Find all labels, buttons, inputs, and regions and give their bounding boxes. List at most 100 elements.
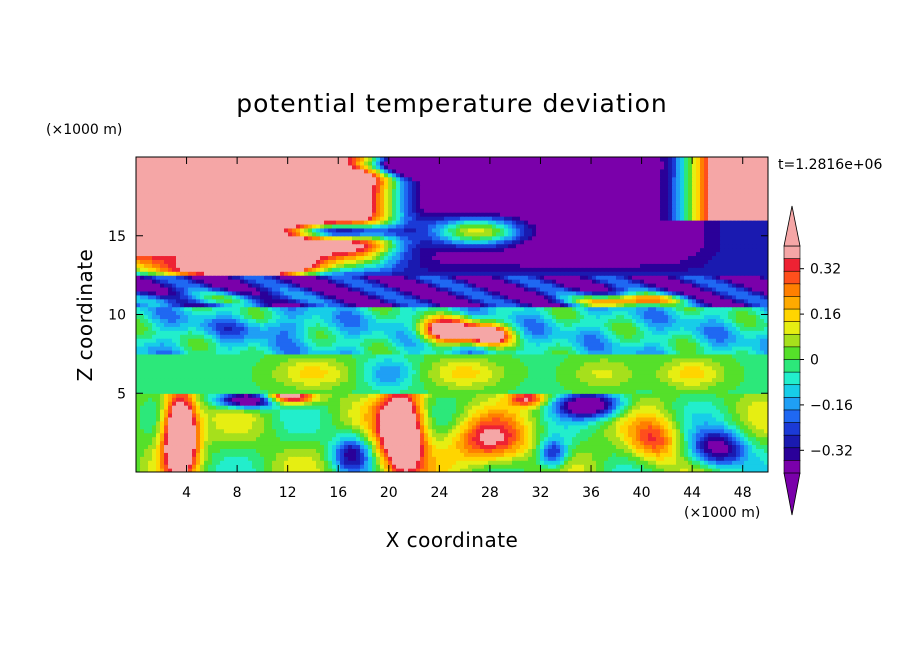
heatmap-cell	[172, 436, 177, 442]
heatmap-cell	[276, 353, 281, 359]
heatmap-cell	[184, 361, 189, 367]
heatmap-cell	[276, 412, 281, 418]
heatmap-cell	[352, 377, 357, 383]
heatmap-cell	[220, 432, 225, 438]
heatmap-cell	[688, 420, 693, 426]
heatmap-cell	[532, 369, 537, 375]
heatmap-cell	[688, 416, 693, 422]
heatmap-cell	[148, 428, 153, 434]
heatmap-cell	[512, 369, 517, 375]
heatmap-cell	[156, 440, 161, 446]
heatmap-cell	[236, 373, 241, 379]
heatmap-cell	[516, 401, 521, 406]
heatmap-cell	[660, 373, 665, 379]
heatmap-cell	[224, 456, 229, 461]
heatmap-cell	[384, 389, 389, 394]
heatmap-cell	[700, 428, 705, 434]
heatmap-cell	[308, 464, 313, 469]
heatmap-cell	[684, 377, 689, 383]
heatmap-cell	[404, 389, 409, 394]
heatmap-cell	[444, 397, 449, 402]
heatmap-cell	[604, 412, 609, 418]
heatmap-cell	[236, 397, 241, 402]
heatmap-cell	[292, 353, 297, 359]
heatmap-cell	[636, 393, 641, 398]
heatmap-cell	[440, 460, 445, 465]
heatmap-cell	[476, 456, 481, 461]
heatmap-cell	[160, 456, 165, 461]
heatmap-cell	[364, 353, 369, 359]
heatmap-cell	[588, 401, 593, 406]
heatmap-cell	[316, 401, 321, 406]
heatmap-cell	[380, 357, 385, 363]
heatmap-cell	[680, 393, 685, 398]
heatmap-cell	[536, 361, 541, 367]
heatmap-cell	[308, 377, 313, 383]
heatmap-cell	[516, 385, 521, 390]
heatmap-cell	[232, 377, 237, 383]
heatmap-cell	[556, 365, 561, 371]
heatmap-cell	[680, 420, 685, 426]
heatmap-cell	[600, 397, 605, 402]
heatmap-cell	[652, 409, 657, 414]
heatmap-cell	[372, 405, 377, 410]
heatmap-cell	[668, 401, 673, 406]
heatmap-cell	[348, 468, 353, 472]
heatmap-cell	[536, 420, 541, 426]
heatmap-cell	[260, 393, 265, 398]
heatmap-cell	[552, 361, 557, 367]
heatmap-cell	[228, 420, 233, 426]
heatmap-cell	[444, 444, 449, 449]
heatmap-cell	[312, 424, 317, 430]
heatmap-cell	[244, 405, 249, 410]
heatmap-cell	[160, 357, 165, 363]
heatmap-cell	[684, 389, 689, 394]
heatmap-cell	[668, 381, 673, 386]
heatmap-cell	[680, 373, 685, 379]
heatmap-cell	[608, 389, 613, 394]
heatmap-cell	[252, 397, 257, 402]
heatmap-cell	[400, 464, 405, 469]
heatmap-cell	[516, 349, 521, 355]
heatmap-cell	[408, 456, 413, 461]
heatmap-cell	[208, 389, 213, 394]
heatmap-cell	[736, 369, 741, 375]
heatmap-cell	[180, 428, 185, 434]
heatmap-cell	[512, 440, 517, 446]
heatmap-cell	[756, 365, 761, 371]
heatmap-cell	[180, 456, 185, 461]
heatmap-cell	[644, 448, 649, 453]
heatmap-cell	[600, 353, 605, 359]
heatmap-cell	[428, 349, 433, 355]
heatmap-cell	[292, 377, 297, 383]
heatmap-cell	[736, 432, 741, 438]
heatmap-cell	[444, 452, 449, 457]
heatmap-cell	[248, 440, 253, 446]
heatmap-cell	[248, 377, 253, 383]
heatmap-cell	[576, 393, 581, 398]
heatmap-cell	[248, 448, 253, 453]
heatmap-cell	[324, 397, 329, 402]
heatmap-cell	[292, 397, 297, 402]
heatmap-cell	[412, 416, 417, 422]
heatmap-cell	[724, 381, 729, 386]
heatmap-cell	[236, 444, 241, 449]
heatmap-cell	[660, 452, 665, 457]
heatmap-cell	[164, 456, 169, 461]
heatmap-cell	[696, 456, 701, 461]
heatmap-cell	[356, 389, 361, 394]
heatmap-cell	[576, 468, 581, 472]
heatmap-cell	[736, 405, 741, 410]
heatmap-cell	[696, 393, 701, 398]
heatmap-cell	[332, 381, 337, 386]
heatmap-cell	[708, 448, 713, 453]
heatmap-cell	[344, 377, 349, 383]
heatmap-cell	[540, 456, 545, 461]
heatmap-cell	[360, 389, 365, 394]
heatmap-cell	[456, 393, 461, 398]
heatmap-cell	[720, 409, 725, 414]
heatmap-cell	[600, 369, 605, 375]
heatmap-cell	[212, 346, 217, 351]
heatmap-cell	[500, 420, 505, 426]
heatmap-cell	[392, 424, 397, 430]
